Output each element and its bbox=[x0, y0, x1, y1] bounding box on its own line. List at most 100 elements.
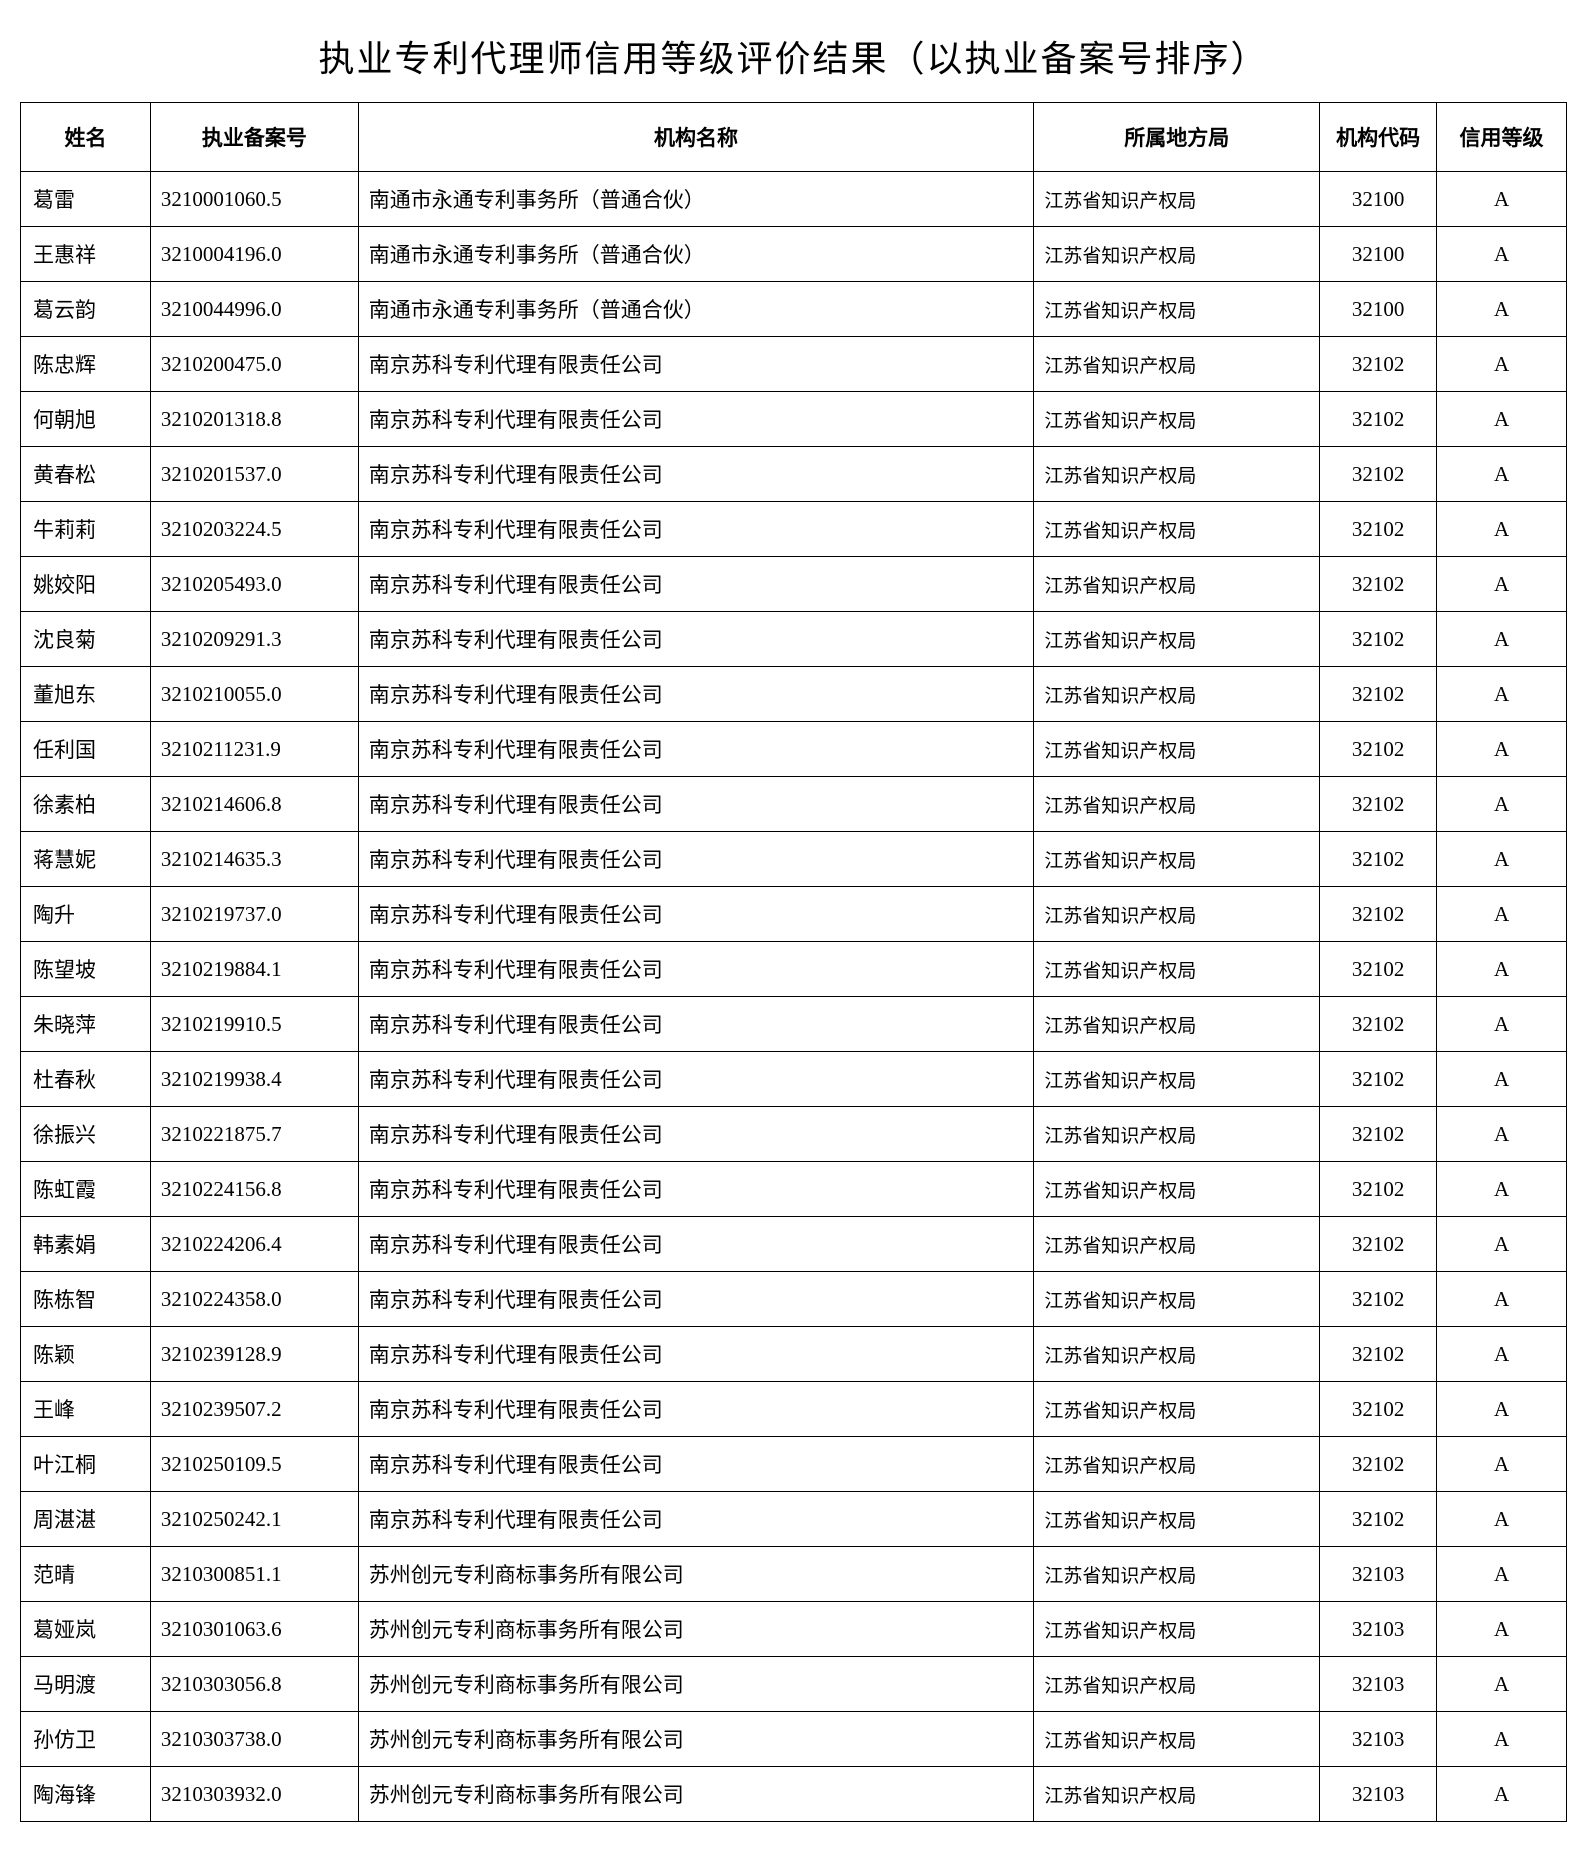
cell-bureau: 江苏省知识产权局 bbox=[1034, 227, 1320, 282]
cell-regno: 3210219910.5 bbox=[150, 997, 358, 1052]
cell-bureau: 江苏省知识产权局 bbox=[1034, 1547, 1320, 1602]
cell-grade: A bbox=[1437, 227, 1567, 282]
table-row: 陈忠辉3210200475.0南京苏科专利代理有限责任公司江苏省知识产权局321… bbox=[21, 337, 1567, 392]
cell-regno: 3210301063.6 bbox=[150, 1602, 358, 1657]
cell-grade: A bbox=[1437, 447, 1567, 502]
cell-name: 姚姣阳 bbox=[21, 557, 151, 612]
cell-code: 32100 bbox=[1320, 172, 1437, 227]
cell-org: 南通市永通专利事务所（普通合伙） bbox=[358, 227, 1034, 282]
cell-org: 南京苏科专利代理有限责任公司 bbox=[358, 502, 1034, 557]
col-header-org: 机构名称 bbox=[358, 103, 1034, 172]
cell-org: 南京苏科专利代理有限责任公司 bbox=[358, 447, 1034, 502]
cell-grade: A bbox=[1437, 502, 1567, 557]
cell-code: 32102 bbox=[1320, 1107, 1437, 1162]
cell-org: 南京苏科专利代理有限责任公司 bbox=[358, 1217, 1034, 1272]
cell-bureau: 江苏省知识产权局 bbox=[1034, 447, 1320, 502]
cell-grade: A bbox=[1437, 1217, 1567, 1272]
cell-org: 南京苏科专利代理有限责任公司 bbox=[358, 1107, 1034, 1162]
table-row: 徐振兴3210221875.7南京苏科专利代理有限责任公司江苏省知识产权局321… bbox=[21, 1107, 1567, 1162]
cell-code: 32102 bbox=[1320, 447, 1437, 502]
cell-code: 32102 bbox=[1320, 942, 1437, 997]
cell-regno: 3210044996.0 bbox=[150, 282, 358, 337]
cell-name: 陈栋智 bbox=[21, 1272, 151, 1327]
cell-org: 南京苏科专利代理有限责任公司 bbox=[358, 557, 1034, 612]
cell-code: 32103 bbox=[1320, 1767, 1437, 1822]
cell-org: 苏州创元专利商标事务所有限公司 bbox=[358, 1712, 1034, 1767]
cell-grade: A bbox=[1437, 997, 1567, 1052]
cell-org: 南京苏科专利代理有限责任公司 bbox=[358, 392, 1034, 447]
cell-code: 32103 bbox=[1320, 1712, 1437, 1767]
cell-bureau: 江苏省知识产权局 bbox=[1034, 1217, 1320, 1272]
cell-grade: A bbox=[1437, 392, 1567, 447]
cell-org: 南京苏科专利代理有限责任公司 bbox=[358, 667, 1034, 722]
cell-bureau: 江苏省知识产权局 bbox=[1034, 337, 1320, 392]
cell-org: 南京苏科专利代理有限责任公司 bbox=[358, 1382, 1034, 1437]
cell-code: 32102 bbox=[1320, 337, 1437, 392]
table-row: 蒋慧妮3210214635.3南京苏科专利代理有限责任公司江苏省知识产权局321… bbox=[21, 832, 1567, 887]
cell-org: 南京苏科专利代理有限责任公司 bbox=[358, 777, 1034, 832]
cell-grade: A bbox=[1437, 1162, 1567, 1217]
cell-name: 葛娅岚 bbox=[21, 1602, 151, 1657]
cell-code: 32102 bbox=[1320, 502, 1437, 557]
cell-name: 葛雷 bbox=[21, 172, 151, 227]
cell-grade: A bbox=[1437, 1437, 1567, 1492]
cell-bureau: 江苏省知识产权局 bbox=[1034, 1162, 1320, 1217]
table-header-row: 姓名 执业备案号 机构名称 所属地方局 机构代码 信用等级 bbox=[21, 103, 1567, 172]
col-header-bureau: 所属地方局 bbox=[1034, 103, 1320, 172]
cell-name: 陶海锋 bbox=[21, 1767, 151, 1822]
table-row: 沈良菊3210209291.3南京苏科专利代理有限责任公司江苏省知识产权局321… bbox=[21, 612, 1567, 667]
cell-code: 32102 bbox=[1320, 612, 1437, 667]
cell-grade: A bbox=[1437, 1272, 1567, 1327]
cell-org: 南京苏科专利代理有限责任公司 bbox=[358, 337, 1034, 392]
cell-name: 徐素柏 bbox=[21, 777, 151, 832]
table-row: 杜春秋3210219938.4南京苏科专利代理有限责任公司江苏省知识产权局321… bbox=[21, 1052, 1567, 1107]
cell-code: 32102 bbox=[1320, 832, 1437, 887]
cell-org: 南京苏科专利代理有限责任公司 bbox=[358, 1437, 1034, 1492]
cell-regno: 3210219938.4 bbox=[150, 1052, 358, 1107]
cell-code: 32102 bbox=[1320, 1327, 1437, 1382]
table-row: 黄春松3210201537.0南京苏科专利代理有限责任公司江苏省知识产权局321… bbox=[21, 447, 1567, 502]
cell-name: 马明渡 bbox=[21, 1657, 151, 1712]
cell-bureau: 江苏省知识产权局 bbox=[1034, 282, 1320, 337]
cell-org: 南京苏科专利代理有限责任公司 bbox=[358, 722, 1034, 777]
cell-code: 32102 bbox=[1320, 1272, 1437, 1327]
table-row: 陈栋智3210224358.0南京苏科专利代理有限责任公司江苏省知识产权局321… bbox=[21, 1272, 1567, 1327]
cell-bureau: 江苏省知识产权局 bbox=[1034, 1602, 1320, 1657]
cell-code: 32102 bbox=[1320, 1217, 1437, 1272]
cell-regno: 3210200475.0 bbox=[150, 337, 358, 392]
table-row: 徐素柏3210214606.8南京苏科专利代理有限责任公司江苏省知识产权局321… bbox=[21, 777, 1567, 832]
cell-grade: A bbox=[1437, 1547, 1567, 1602]
cell-bureau: 江苏省知识产权局 bbox=[1034, 667, 1320, 722]
cell-regno: 3210303932.0 bbox=[150, 1767, 358, 1822]
table-row: 陈虹霞3210224156.8南京苏科专利代理有限责任公司江苏省知识产权局321… bbox=[21, 1162, 1567, 1217]
cell-bureau: 江苏省知识产权局 bbox=[1034, 502, 1320, 557]
table-row: 王惠祥3210004196.0南通市永通专利事务所（普通合伙）江苏省知识产权局3… bbox=[21, 227, 1567, 282]
cell-regno: 3210300851.1 bbox=[150, 1547, 358, 1602]
table-row: 叶江桐3210250109.5南京苏科专利代理有限责任公司江苏省知识产权局321… bbox=[21, 1437, 1567, 1492]
cell-code: 32102 bbox=[1320, 557, 1437, 612]
cell-regno: 3210219884.1 bbox=[150, 942, 358, 997]
col-header-regno: 执业备案号 bbox=[150, 103, 358, 172]
cell-grade: A bbox=[1437, 282, 1567, 337]
cell-bureau: 江苏省知识产权局 bbox=[1034, 997, 1320, 1052]
cell-code: 32102 bbox=[1320, 1162, 1437, 1217]
cell-org: 苏州创元专利商标事务所有限公司 bbox=[358, 1767, 1034, 1822]
cell-org: 南通市永通专利事务所（普通合伙） bbox=[358, 282, 1034, 337]
table-row: 任利国3210211231.9南京苏科专利代理有限责任公司江苏省知识产权局321… bbox=[21, 722, 1567, 777]
cell-regno: 3210201318.8 bbox=[150, 392, 358, 447]
cell-org: 南京苏科专利代理有限责任公司 bbox=[358, 887, 1034, 942]
cell-name: 何朝旭 bbox=[21, 392, 151, 447]
page-title: 执业专利代理师信用等级评价结果（以执业备案号排序） bbox=[20, 30, 1567, 82]
cell-grade: A bbox=[1437, 832, 1567, 887]
col-header-grade: 信用等级 bbox=[1437, 103, 1567, 172]
cell-code: 32102 bbox=[1320, 722, 1437, 777]
cell-code: 32102 bbox=[1320, 392, 1437, 447]
cell-bureau: 江苏省知识产权局 bbox=[1034, 1272, 1320, 1327]
table-row: 韩素娟3210224206.4南京苏科专利代理有限责任公司江苏省知识产权局321… bbox=[21, 1217, 1567, 1272]
cell-org: 南京苏科专利代理有限责任公司 bbox=[358, 1052, 1034, 1107]
cell-regno: 3210224156.8 bbox=[150, 1162, 358, 1217]
cell-code: 32102 bbox=[1320, 997, 1437, 1052]
cell-name: 牛莉莉 bbox=[21, 502, 151, 557]
cell-regno: 3210001060.5 bbox=[150, 172, 358, 227]
cell-regno: 3210239128.9 bbox=[150, 1327, 358, 1382]
